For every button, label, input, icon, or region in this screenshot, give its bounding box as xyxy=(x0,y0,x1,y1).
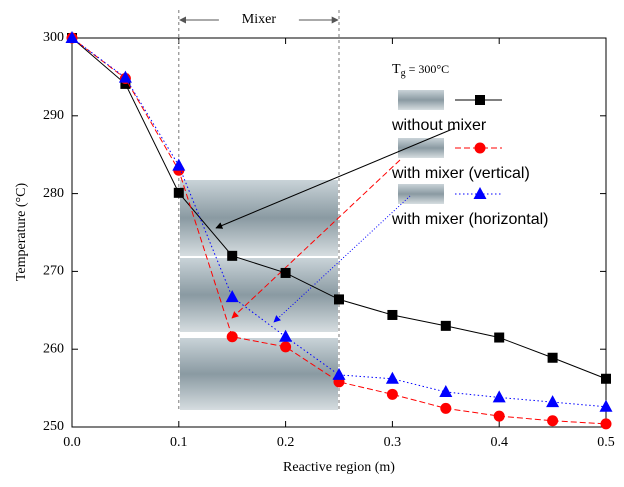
marker xyxy=(387,310,397,320)
marker xyxy=(475,95,485,105)
marker xyxy=(601,418,612,429)
marker xyxy=(172,159,185,171)
y-tick-label: 290 xyxy=(43,108,64,123)
marker xyxy=(387,389,398,400)
marker xyxy=(494,411,505,422)
y-axis-label: Temperature (°C) xyxy=(14,183,29,282)
marker xyxy=(334,294,344,304)
marker xyxy=(548,353,558,363)
marker xyxy=(475,143,486,154)
x-tick-label: 0.4 xyxy=(490,435,508,450)
marker xyxy=(227,251,237,261)
x-tick-label: 0.5 xyxy=(597,435,615,450)
legend-label: without mixer xyxy=(391,117,487,134)
y-tick-label: 300 xyxy=(43,30,64,45)
marker xyxy=(494,333,504,343)
marker xyxy=(474,187,487,199)
marker xyxy=(440,403,451,414)
gas-temperature: Tg = 300°C xyxy=(392,62,449,80)
marker xyxy=(600,400,613,412)
mixer-image xyxy=(180,180,338,256)
mixer-image xyxy=(180,258,338,332)
legend-image xyxy=(398,138,444,158)
mixer-image xyxy=(180,338,338,410)
y-tick-label: 250 xyxy=(43,419,64,434)
legend-image xyxy=(398,90,444,110)
y-tick-label: 260 xyxy=(43,341,64,356)
x-tick-label: 0.0 xyxy=(63,435,81,450)
marker xyxy=(601,374,611,384)
tg-text: = 300°C xyxy=(406,62,450,76)
marker xyxy=(174,188,184,198)
y-tick-label: 280 xyxy=(43,186,64,201)
marker xyxy=(281,268,291,278)
x-tick-label: 0.3 xyxy=(384,435,402,450)
marker xyxy=(386,372,399,384)
mixer-images xyxy=(180,90,444,410)
legend-label: with mixer (vertical) xyxy=(391,165,530,182)
mixer-label: Mixer xyxy=(242,12,277,27)
marker xyxy=(439,385,452,397)
marker xyxy=(547,415,558,426)
marker xyxy=(227,331,238,342)
x-axis-label: Reactive region (m) xyxy=(283,460,395,475)
x-tick-label: 0.1 xyxy=(170,435,188,450)
marker xyxy=(546,395,559,407)
marker xyxy=(280,341,291,352)
marker xyxy=(441,321,451,331)
marker xyxy=(493,390,506,402)
legend-label: with mixer (horizontal) xyxy=(391,211,548,228)
x-tick-label: 0.2 xyxy=(277,435,295,450)
legend-image xyxy=(398,184,444,204)
y-tick-label: 270 xyxy=(43,264,64,279)
chart: Tg = 300°C Reactive region (m) Temperatu… xyxy=(0,0,624,487)
